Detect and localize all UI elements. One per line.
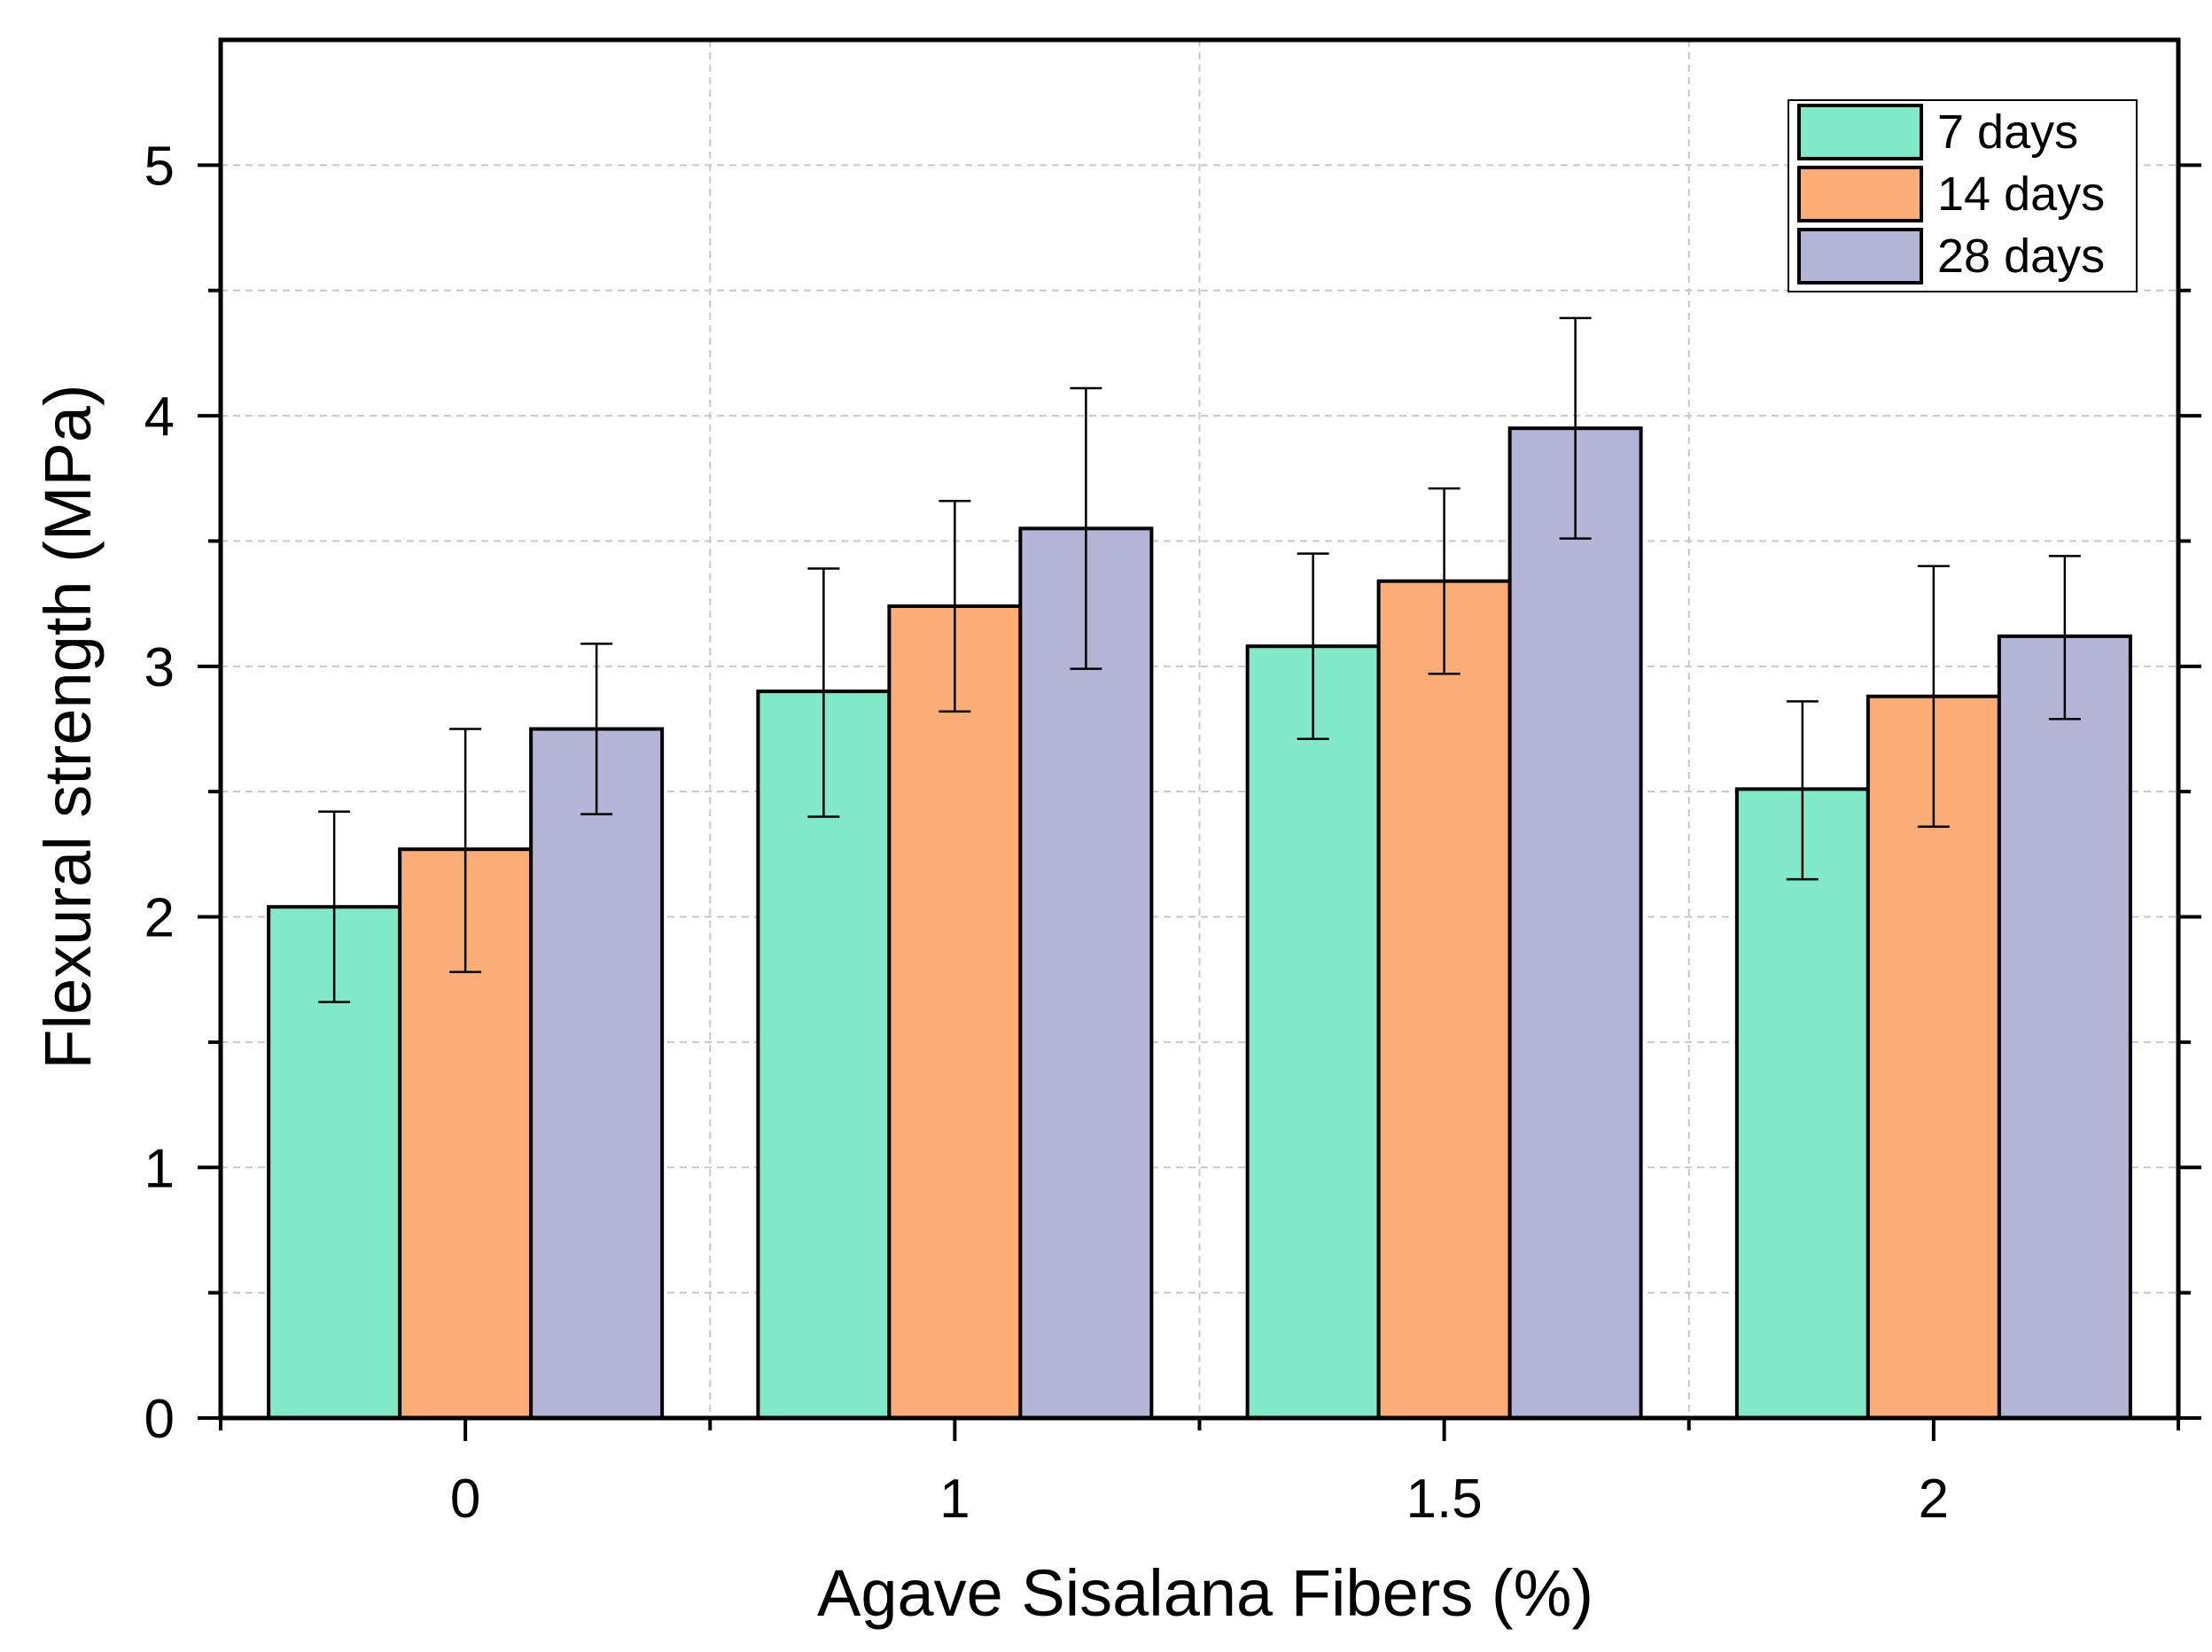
y-tick-label: 1 (144, 1138, 175, 1199)
legend-swatch (1797, 166, 1923, 222)
bars (267, 426, 2132, 1420)
bar (1245, 644, 1381, 1420)
y-tick-label: 5 (144, 136, 175, 197)
bar (1376, 579, 1512, 1420)
error-bars (318, 316, 2081, 1003)
x-axis-title: Agave Sisalana Fibers (%) (817, 1556, 1593, 1630)
legend-label: 28 days (1937, 230, 2105, 283)
y-tick-label: 2 (144, 888, 175, 949)
legend-swatch (1797, 228, 1923, 284)
y-tick-label: 4 (144, 386, 175, 448)
legend-label: 14 days (1937, 168, 2105, 221)
legend: 7 days 14 days 28 days (1788, 99, 2138, 292)
bar (1018, 526, 1154, 1420)
x-tick-label: 0 (450, 1469, 480, 1530)
legend-label: 7 days (1937, 105, 2078, 159)
legend-swatch (1797, 104, 1923, 160)
x-tick-label: 1 (939, 1469, 970, 1530)
x-tick-label: 1.5 (1406, 1469, 1483, 1530)
bar (529, 727, 665, 1420)
y-tick-label: 3 (144, 637, 175, 698)
tick-labels: 0 1 2 3 4 5 0 1 1.5 2 (144, 136, 1950, 1530)
y-axis-title: Flexural strength (MPa) (31, 384, 105, 1069)
y-tick-label: 0 (144, 1389, 175, 1450)
axis-ticks (198, 163, 2201, 1441)
bar (1997, 634, 2132, 1420)
bar (1734, 787, 1870, 1420)
x-tick-label: 2 (1919, 1469, 1949, 1530)
bar (1507, 426, 1643, 1420)
bar (887, 604, 1023, 1420)
